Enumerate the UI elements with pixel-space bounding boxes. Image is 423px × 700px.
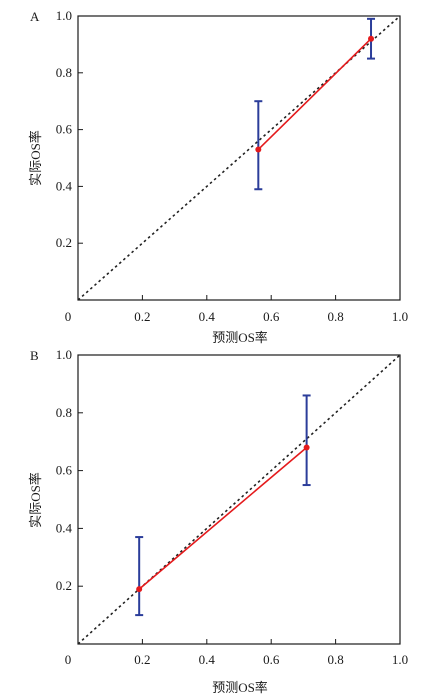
reference-line — [77, 354, 401, 645]
x-tick-label: 0.6 — [263, 309, 280, 324]
x-tick-label: 1.0 — [392, 309, 408, 324]
y-tick-label: 0.2 — [56, 235, 72, 250]
y-tick-label: 0.6 — [56, 463, 73, 478]
plot-frame — [77, 15, 401, 301]
axis-ticks: 0 0.2 0.4 0.6 0.8 1.0 0.2 0.4 0.6 0.8 1.0 — [56, 347, 408, 667]
y-tick-label: 0.6 — [56, 122, 73, 137]
x-tick-label: 0.4 — [199, 309, 216, 324]
y-tick-label: 0.8 — [56, 405, 72, 420]
y-axis-title: 实际OS率 — [28, 472, 43, 528]
calibration-line — [138, 446, 308, 590]
x-tick-label: 0 — [65, 309, 72, 324]
x-tick-label: 1.0 — [392, 652, 408, 667]
panel-label: B — [30, 348, 39, 363]
x-tick-label: 0.2 — [134, 652, 150, 667]
calibration-line — [257, 38, 372, 151]
x-tick-label: 0.4 — [199, 652, 216, 667]
data-point — [303, 444, 310, 451]
y-tick-label: 0.8 — [56, 65, 72, 80]
reference-diagonal — [77, 354, 401, 645]
calibration-series — [254, 17, 376, 191]
x-tick-label: 0 — [65, 652, 72, 667]
x-tick-label: 0.8 — [327, 652, 343, 667]
data-point — [368, 35, 375, 42]
y-tick-label: 0.4 — [56, 178, 73, 193]
y-tick-label: 0.4 — [56, 520, 73, 535]
y-axis-title: 实际OS率 — [28, 130, 43, 186]
x-tick-label: 0.8 — [327, 309, 343, 324]
plot-frame — [77, 354, 401, 645]
y-tick-label: 1.0 — [56, 8, 72, 23]
axis-ticks: 0 0.2 0.4 0.6 0.8 1.0 0.2 0.4 0.6 0.8 1.0 — [56, 8, 408, 324]
x-tick-label: 0.6 — [263, 652, 280, 667]
calibration-panel-a: A 0 0.2 0.4 0.6 0.8 1.00.20.40.60.81.0 预测OS率 … — [28, 8, 408, 345]
data-point — [136, 586, 143, 593]
y-tick-label: 0.2 — [56, 578, 72, 593]
y-tick-label: 1.0 — [56, 347, 72, 362]
panel-label: A — [30, 9, 40, 24]
data-point — [255, 146, 262, 153]
x-axis-title: 预测OS率 — [212, 330, 268, 345]
x-tick-label: 0.2 — [134, 309, 150, 324]
calibration-panel-b: B 0 0.2 0.4 0.6 0.8 1.00.20.40.60.81.0 预测OS率 … — [28, 347, 408, 695]
calibration-series — [135, 394, 311, 617]
x-axis-title: 预测OS率 — [212, 680, 268, 695]
